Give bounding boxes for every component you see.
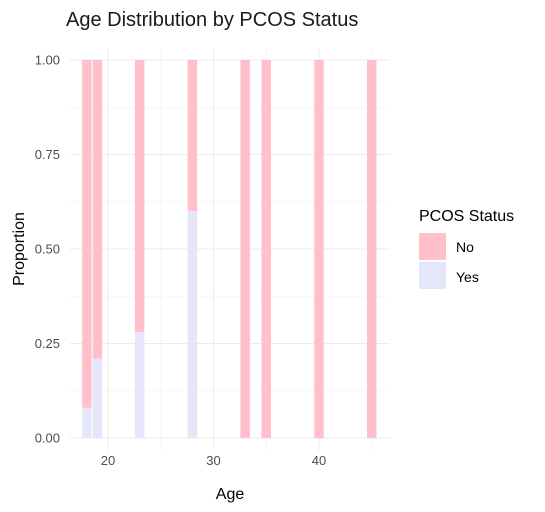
bar-yes-age-18: [82, 408, 92, 438]
bar-no-age-19: [93, 60, 103, 359]
bar-yes-age-23: [135, 332, 145, 438]
bar-yes-age-28: [188, 211, 198, 438]
legend: PCOS Status No Yes: [419, 208, 514, 289]
legend-title: PCOS Status: [419, 208, 514, 225]
bar-no-age-45: [367, 60, 377, 438]
bar-no-age-33: [240, 60, 250, 438]
bar-yes-age-19: [93, 359, 103, 438]
y-tick-label: 0.25: [35, 336, 60, 351]
chart-title: Age Distribution by PCOS Status: [66, 9, 358, 31]
x-tick-label: 40: [312, 453, 326, 468]
bar-no-age-40: [314, 60, 324, 438]
legend-swatch-no: [419, 233, 446, 260]
legend-label-no: No: [456, 239, 474, 255]
bar-no-age-28: [188, 60, 198, 211]
x-axis-title: Age: [216, 486, 245, 503]
bar-no-age-35: [262, 60, 272, 438]
y-tick-label: 0.00: [35, 431, 60, 446]
bar-no-age-23: [135, 60, 145, 332]
y-tick-labels: 0.00 0.25 0.50 0.75 1.00: [35, 53, 60, 446]
legend-label-yes: Yes: [456, 269, 479, 285]
y-tick-label: 1.00: [35, 53, 60, 68]
y-tick-label: 0.50: [35, 242, 60, 257]
grid: [70, 48, 390, 450]
x-tick-label: 30: [206, 453, 220, 468]
y-axis-title: Proportion: [11, 212, 28, 286]
x-tick-labels: 20 30 40: [101, 453, 326, 468]
legend-swatch-yes: [419, 262, 446, 289]
y-tick-label: 0.75: [35, 147, 60, 162]
x-tick-label: 20: [101, 453, 115, 468]
bar-no-age-18: [82, 60, 92, 408]
